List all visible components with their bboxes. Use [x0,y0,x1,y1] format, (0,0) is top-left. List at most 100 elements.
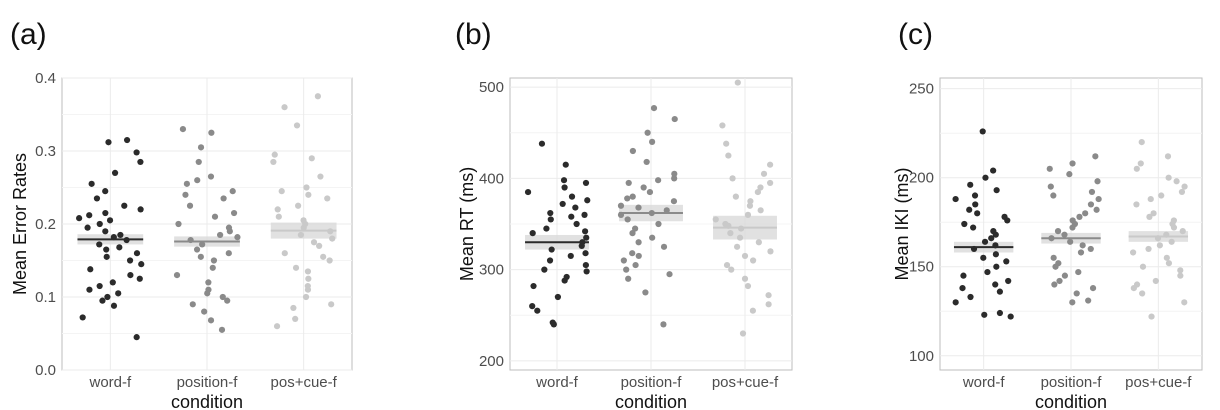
data-point [632,261,639,269]
data-point [183,180,190,187]
data-point [729,175,736,182]
data-point [660,321,667,328]
data-point [278,188,285,195]
y-tick-label: 0.0 [35,362,56,379]
data-point [629,193,636,200]
data-point [86,212,93,219]
data-point [1003,258,1010,265]
data-point [655,220,662,228]
data-point [1067,238,1074,245]
data-point [1137,160,1144,167]
data-point [1146,213,1153,220]
data-point [87,266,94,273]
data-point [560,177,568,184]
data-point [96,241,103,248]
data-point [543,225,550,232]
data-point [732,193,739,200]
data-point [326,257,333,264]
data-point [300,217,307,224]
data-point [1093,206,1100,213]
data-point [219,293,226,301]
data-point [996,288,1003,295]
data-point [760,170,768,177]
data-point [563,273,570,281]
x-tick-label: pos+cue-f [271,374,338,391]
panel-a: (a) 0.0 0.1 0.2 0.3 0.4 Mean Error Rates word-f… [10,18,353,410]
data-point [567,252,574,260]
data-point [1069,217,1076,224]
data-point [310,239,318,246]
data-point [739,330,747,337]
data-point [292,315,299,322]
x-axis-title: condition [615,392,687,410]
data-point [981,311,988,318]
y-tick-label: 400 [479,170,504,187]
data-point [1079,242,1086,249]
data-point [1095,195,1102,203]
data-point [1061,272,1069,279]
data-point [1056,277,1063,285]
data-point [660,243,668,250]
data-point [750,257,757,264]
data-point [554,293,561,301]
data-point [993,263,1000,270]
data-point [281,250,288,257]
data-point [102,228,109,235]
data-point [629,147,636,155]
x-tick-label: position-f [621,374,683,391]
data-point [207,173,215,180]
data-point [741,275,749,282]
data-point [723,140,730,147]
data-point [316,242,323,249]
data-point [582,250,589,257]
data-point [126,257,134,264]
data-point [980,254,987,261]
data-point [1001,213,1008,220]
x-axis-title: condition [171,392,243,410]
data-point [1168,238,1175,245]
data-point [1139,263,1147,270]
data-point [1139,290,1146,297]
data-point [624,216,631,223]
data-point [547,216,554,223]
data-point [529,230,536,237]
data-point [225,224,233,231]
data-point [1133,201,1140,208]
data-point [746,202,754,209]
data-point [1164,153,1172,160]
data-point [1061,231,1068,238]
data-point [137,158,144,166]
data-point [1133,165,1140,172]
data-point [671,170,678,177]
data-point [649,234,656,241]
data-point [663,207,670,214]
y-tick-label: 300 [479,262,504,279]
data-point [304,282,311,290]
data-point [992,281,999,288]
data-point [529,303,536,310]
data-point [1069,299,1076,306]
data-point [1177,272,1184,279]
data-point [1051,281,1058,288]
data-point [572,204,579,211]
data-point [1181,183,1188,190]
data-point [1158,192,1165,199]
data-point [583,268,590,275]
data-point [1145,245,1152,253]
data-point [195,158,202,166]
data-point [136,275,143,282]
data-point [568,193,576,200]
data-point [1150,210,1157,217]
data-point [1092,153,1099,160]
data-point [270,158,277,166]
data-point [725,152,732,159]
data-point [649,138,656,145]
data-point [175,220,182,228]
data-point [741,252,749,260]
data-point [988,235,995,242]
data-point [635,204,642,211]
data-point [292,264,300,271]
data-point [1165,174,1172,181]
data-point [583,234,590,241]
data-point [211,213,219,220]
